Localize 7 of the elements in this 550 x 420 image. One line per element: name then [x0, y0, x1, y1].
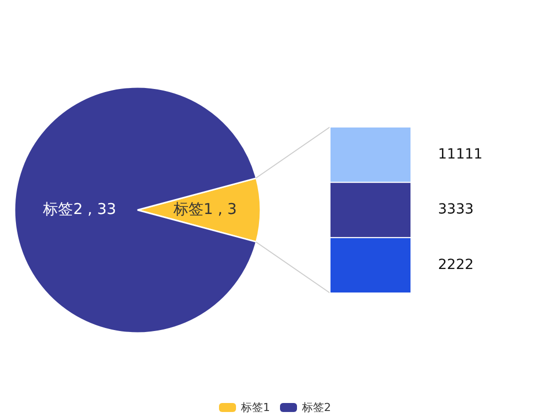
data-label: 2222 — [438, 256, 474, 273]
data-label: 标签2 , 33 — [42, 200, 116, 218]
data-label: 11111 — [438, 146, 483, 162]
data-label: 标签1 , 3 — [172, 200, 237, 218]
legend-label: 标签1 — [241, 400, 270, 415]
data-label: 3333 — [438, 202, 474, 218]
legend-label: 标签2 — [302, 400, 331, 415]
